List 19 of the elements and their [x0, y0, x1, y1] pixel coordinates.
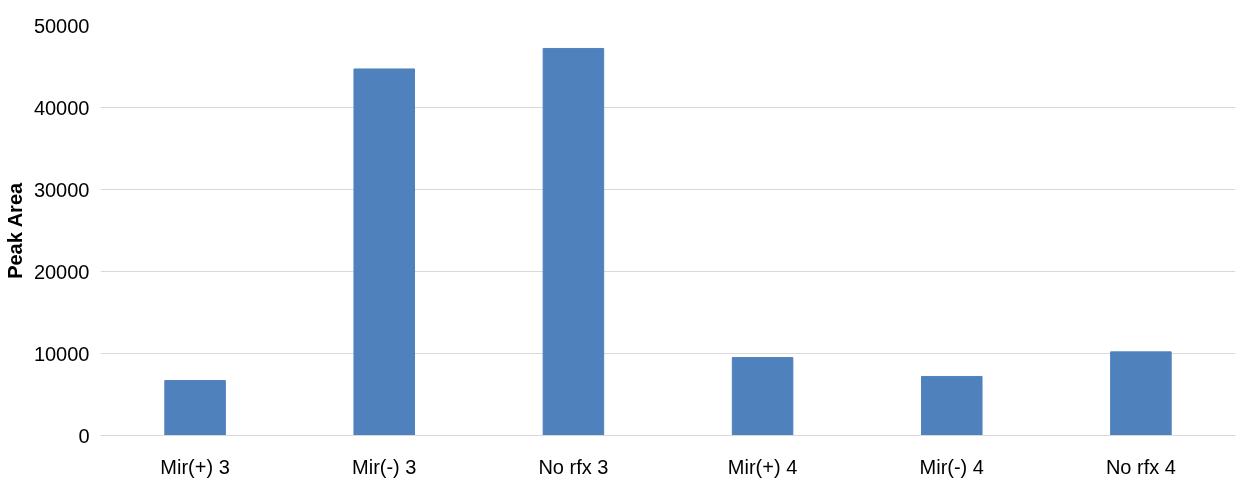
y-axis-title: Peak Area	[3, 182, 26, 279]
bar	[164, 380, 226, 436]
y-tick-label: 10000	[33, 342, 90, 365]
bar	[1110, 351, 1172, 436]
x-tick-label: No rfx 3	[538, 455, 609, 478]
x-tick-label: Mir(+) 3	[160, 455, 230, 478]
x-tick-label: No rfx 4	[1105, 455, 1176, 478]
x-tick-label: Mir(-) 4	[919, 455, 984, 478]
x-tick-label: Mir(-) 3	[352, 455, 417, 478]
y-tick-label: 40000	[33, 96, 90, 119]
y-tick-label: 0	[78, 424, 90, 447]
x-tick-label: Mir(+) 4	[727, 455, 798, 478]
y-tick-label: 20000	[33, 260, 90, 283]
y-tick-label: 50000	[33, 14, 90, 37]
bar	[353, 68, 416, 436]
bar	[542, 47, 605, 436]
bar	[920, 375, 983, 436]
y-tick-label: 30000	[33, 178, 90, 201]
bar	[731, 357, 794, 436]
